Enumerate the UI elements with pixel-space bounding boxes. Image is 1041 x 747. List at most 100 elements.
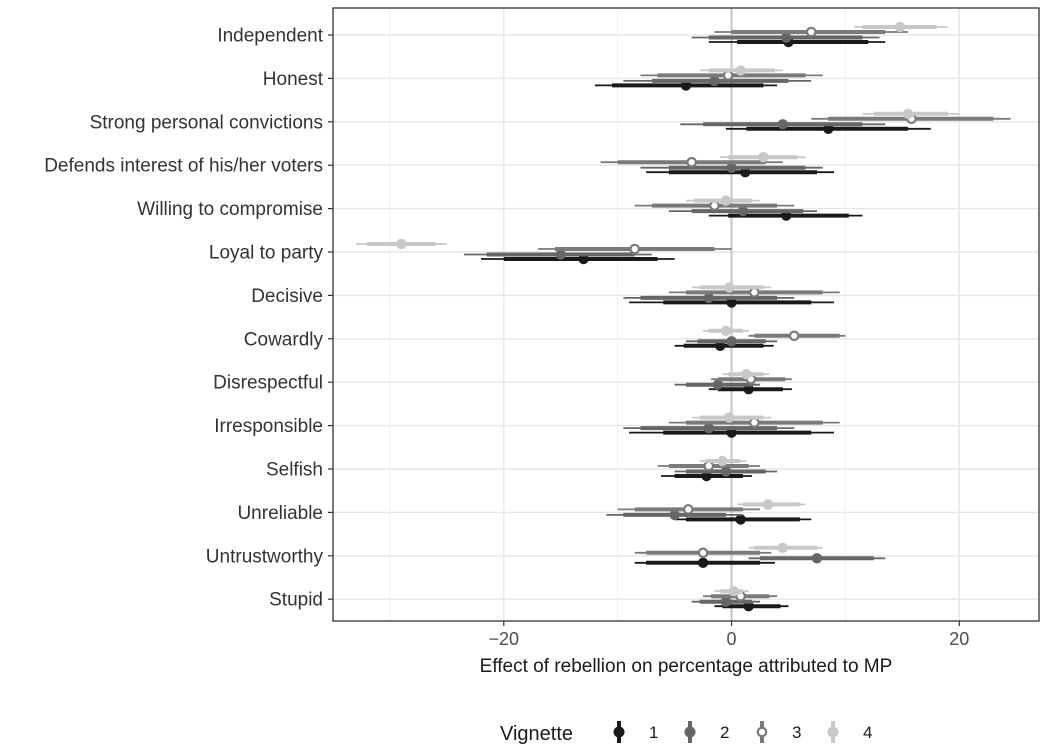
legend: Vignette 1 2 3 4 (500, 721, 872, 745)
point-estimate (720, 195, 732, 206)
coef-mark-series-2 (668, 205, 817, 217)
coef-mark-series-3 (640, 70, 823, 81)
point-estimate (703, 422, 714, 434)
coef-mark-series-3 (714, 26, 909, 38)
point-estimate (758, 152, 769, 163)
y-tick-label: Stupid (269, 590, 323, 611)
point-estimate (686, 156, 697, 168)
point-estimate (728, 586, 740, 597)
point-estimate (682, 504, 694, 515)
coef-mark-series-1 (674, 514, 812, 525)
legend-label: 1 (649, 723, 658, 742)
point-estimate (902, 108, 914, 120)
point-estimate (726, 336, 737, 347)
coef-mark-series-4 (720, 152, 806, 163)
y-tick-label: Honest (263, 69, 324, 90)
coef-mark-series-4 (722, 369, 770, 380)
legend-label: 4 (863, 723, 872, 742)
coef-mark-series-1 (629, 297, 835, 308)
point-estimate (720, 325, 732, 336)
y-tick-label: Selfish (266, 460, 323, 481)
point-estimate (697, 547, 709, 559)
coef-mark-series-3 (634, 200, 795, 211)
point-estimate (726, 162, 737, 173)
y-tick-label: Unreliable (237, 503, 323, 524)
coef-mark-series-3 (703, 590, 778, 602)
point-estimate (669, 509, 680, 521)
point-estimate (703, 292, 714, 304)
coef-mark-series-2 (606, 509, 743, 521)
coef-mark-series-2 (463, 249, 652, 260)
y-tick-label: Willing to compromise (137, 199, 323, 220)
point-estimate (555, 249, 566, 260)
point-estimate (781, 32, 792, 43)
coef-mark-series-2 (686, 336, 778, 347)
point-estimate (697, 557, 709, 568)
point-estimate (712, 379, 724, 390)
coef-mark-series-1 (634, 557, 775, 568)
point-estimate (720, 596, 732, 607)
point-estimate (724, 412, 735, 423)
panel-border (332, 7, 1040, 622)
coef-mark-series-2 (623, 422, 795, 434)
legend-key-point (684, 726, 696, 738)
coef-mark-series-4 (699, 65, 783, 76)
legend-key-point (613, 726, 625, 738)
x-tick-label: 0 (727, 629, 737, 649)
data-marks (355, 21, 1011, 612)
coef-mark-series-2 (680, 119, 886, 130)
coef-mark-series-3 (748, 330, 846, 342)
coef-mark-series-3 (668, 417, 840, 428)
y-axis: Independent Honest Strong personal convict… (44, 26, 333, 611)
coef-mark-series-4 (854, 21, 948, 33)
point-estimate (629, 243, 641, 255)
coef-mark-series-4 (748, 542, 823, 553)
point-estimate (720, 466, 732, 477)
y-tick-label: Disrespectful (213, 373, 323, 394)
x-tick-label: 20 (949, 629, 969, 649)
point-estimate (749, 287, 760, 298)
coef-mark-series-4 (703, 325, 749, 336)
legend-key-4 (827, 721, 839, 743)
coef-mark-series-3 (668, 287, 840, 298)
legend-label: 3 (792, 723, 801, 742)
point-estimate (735, 514, 746, 525)
point-estimate (777, 119, 788, 130)
x-axis: −20 0 20 (489, 621, 969, 649)
point-estimate (777, 542, 788, 553)
coef-mark-series-3 (634, 547, 772, 559)
coef-mark-series-2 (674, 379, 761, 390)
coef-mark-series-4 (691, 412, 772, 423)
point-estimate (709, 75, 720, 87)
coef-mark-series-4 (737, 499, 806, 510)
coef-mark-series-2 (674, 466, 778, 477)
coef-mark-series-2 (691, 32, 880, 43)
gridlines (333, 8, 1039, 621)
point-estimate (735, 65, 746, 76)
coef-mark-series-4 (691, 282, 772, 293)
point-estimate (703, 460, 715, 472)
point-estimate (737, 205, 749, 217)
point-estimate (724, 282, 735, 293)
coef-mark-series-3 (537, 243, 732, 255)
point-estimate (396, 238, 407, 250)
x-axis-title: Effect of rebellion on percentage attrib… (480, 656, 893, 677)
legend-title: Vignette (500, 723, 573, 745)
y-tick-label: Cowardly (244, 329, 324, 350)
y-tick-label: Irresponsible (214, 416, 323, 437)
y-tick-label: Independent (217, 26, 323, 47)
legend-key-point (827, 726, 839, 738)
point-estimate (709, 200, 720, 211)
coef-mark-series-2 (691, 596, 761, 607)
legend-key-1 (613, 721, 625, 743)
y-tick-label: Untrustworthy (206, 546, 324, 567)
coef-mark-series-2 (640, 162, 823, 173)
coef-mark-series-4 (862, 108, 960, 120)
point-estimate (805, 26, 817, 38)
legend-label: 2 (720, 723, 729, 742)
coef-mark-series-2 (748, 553, 886, 564)
legend-key-point (756, 726, 768, 738)
point-estimate (894, 21, 906, 33)
legend-key-3 (756, 721, 768, 743)
